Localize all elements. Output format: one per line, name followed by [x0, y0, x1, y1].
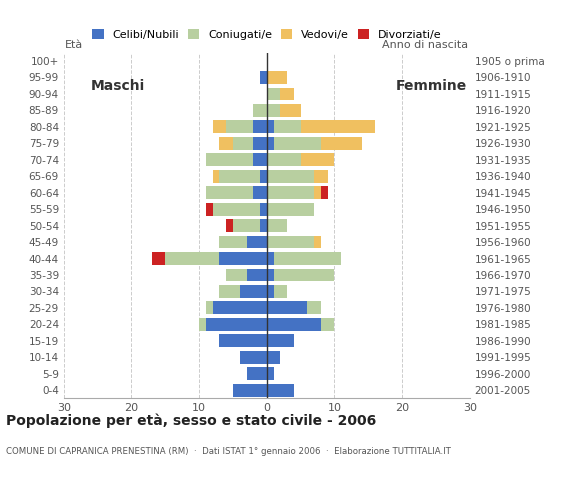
Bar	[274, 285, 287, 298]
Bar	[206, 318, 267, 331]
Bar	[206, 153, 253, 166]
Bar	[213, 301, 267, 314]
Bar	[267, 236, 314, 249]
Bar	[213, 120, 226, 133]
Bar	[260, 170, 267, 183]
Bar	[267, 71, 287, 84]
Text: Popolazione per età, sesso e stato civile - 2006: Popolazione per età, sesso e stato civil…	[6, 413, 376, 428]
Bar	[206, 186, 253, 199]
Bar	[267, 335, 294, 347]
Bar	[226, 219, 233, 232]
Bar	[321, 318, 335, 331]
Bar	[300, 120, 375, 133]
Text: Anno di nascita: Anno di nascita	[382, 39, 469, 49]
Bar	[260, 71, 267, 84]
Bar	[213, 170, 219, 183]
Bar	[199, 318, 206, 331]
Bar	[233, 137, 253, 150]
Bar	[152, 252, 165, 265]
Bar	[267, 252, 274, 265]
Bar	[267, 351, 280, 364]
Bar	[267, 268, 274, 281]
Bar	[240, 285, 267, 298]
Bar	[267, 104, 280, 117]
Bar	[219, 170, 260, 183]
Legend: Celibi/Nubili, Coniugati/e, Vedovi/e, Divorziati/e: Celibi/Nubili, Coniugati/e, Vedovi/e, Di…	[90, 27, 444, 42]
Bar	[219, 236, 246, 249]
Bar	[253, 137, 267, 150]
Bar	[267, 170, 314, 183]
Bar	[267, 285, 274, 298]
Bar	[267, 203, 314, 216]
Bar	[267, 186, 314, 199]
Bar	[267, 384, 294, 396]
Bar	[260, 203, 267, 216]
Text: Femmine: Femmine	[396, 79, 467, 93]
Bar	[219, 252, 267, 265]
Text: Età: Età	[65, 39, 84, 49]
Bar	[219, 285, 240, 298]
Bar	[267, 153, 300, 166]
Bar	[307, 301, 321, 314]
Bar	[274, 120, 300, 133]
Bar	[246, 268, 267, 281]
Bar	[260, 219, 267, 232]
Bar	[267, 301, 307, 314]
Bar	[253, 186, 267, 199]
Bar	[213, 203, 260, 216]
Bar	[267, 137, 274, 150]
Bar	[321, 137, 361, 150]
Bar	[253, 153, 267, 166]
Bar	[240, 351, 267, 364]
Bar	[314, 186, 321, 199]
Bar	[253, 104, 267, 117]
Bar	[267, 318, 321, 331]
Bar	[206, 301, 213, 314]
Bar	[274, 137, 321, 150]
Bar	[274, 252, 341, 265]
Text: COMUNE DI CAPRANICA PRENESTINA (RM)  ·  Dati ISTAT 1° gennaio 2006  ·  Elaborazi: COMUNE DI CAPRANICA PRENESTINA (RM) · Da…	[6, 446, 451, 456]
Bar	[280, 87, 294, 100]
Bar	[206, 203, 213, 216]
Bar	[280, 104, 300, 117]
Bar	[267, 219, 287, 232]
Bar	[233, 219, 260, 232]
Bar	[274, 268, 335, 281]
Bar	[233, 384, 267, 396]
Bar	[226, 120, 253, 133]
Bar	[253, 120, 267, 133]
Bar	[314, 170, 328, 183]
Bar	[219, 137, 233, 150]
Bar	[246, 236, 267, 249]
Bar	[219, 335, 267, 347]
Bar	[267, 87, 280, 100]
Bar	[267, 367, 274, 380]
Bar	[165, 252, 219, 265]
Bar	[226, 268, 246, 281]
Bar	[300, 153, 335, 166]
Bar	[267, 120, 274, 133]
Bar	[314, 236, 321, 249]
Text: Maschi: Maschi	[91, 79, 145, 93]
Bar	[321, 186, 328, 199]
Bar	[246, 367, 267, 380]
